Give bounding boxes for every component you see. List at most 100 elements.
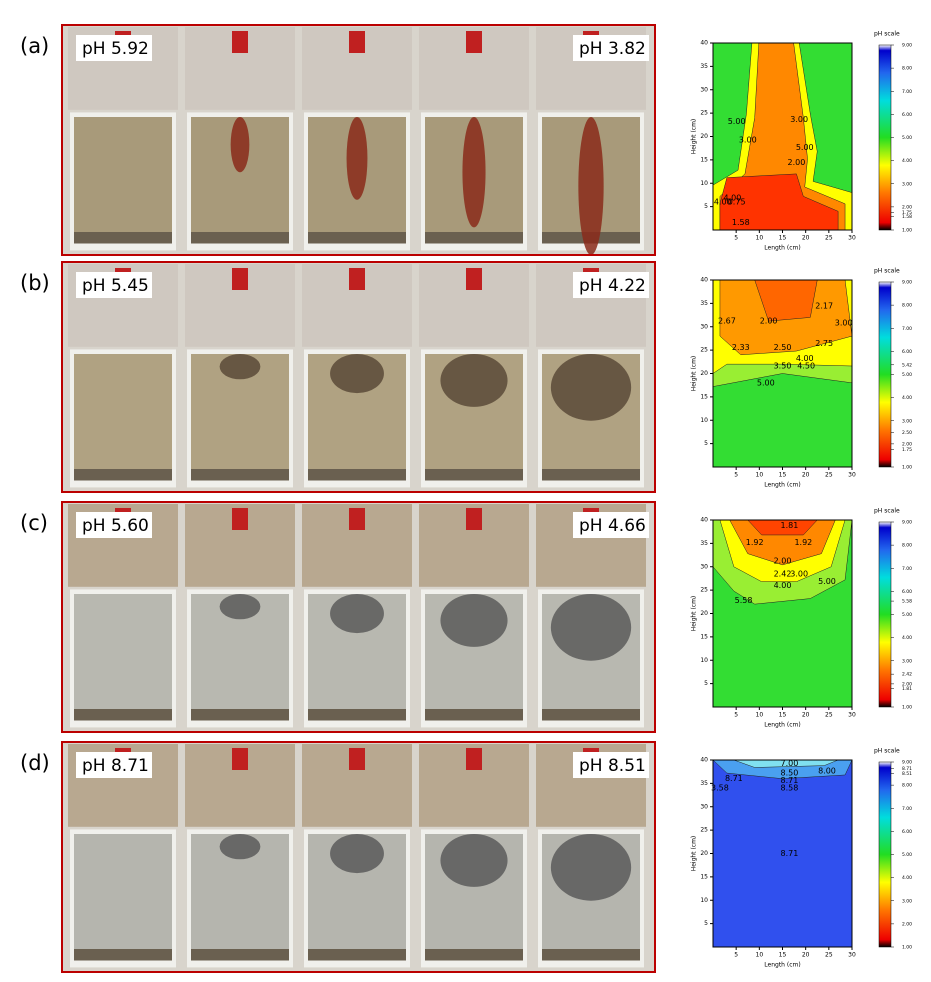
infiltration-stain xyxy=(578,117,604,255)
y-tick-label: 15 xyxy=(700,873,708,880)
contour-label: 2.42 xyxy=(774,570,792,579)
contour-label: 2.17 xyxy=(815,302,833,311)
y-tick-label: 5 xyxy=(704,203,708,210)
x-tick-label: 20 xyxy=(802,235,810,242)
photo-strip-border xyxy=(61,501,656,733)
colorbar-tick-label: 4.00 xyxy=(902,635,912,641)
funnel xyxy=(349,508,365,530)
ph-start-bg xyxy=(76,512,152,538)
contour-label: 5.00 xyxy=(728,117,746,126)
x-tick-label: 15 xyxy=(779,952,787,959)
gravel xyxy=(191,709,289,721)
colorbar-tick-label: 6.00 xyxy=(902,589,912,595)
y-tick-label: 10 xyxy=(700,657,708,664)
x-axis-label: Length (cm) xyxy=(764,962,800,969)
y-tick-label: 15 xyxy=(700,633,708,640)
contour-label: 2.00 xyxy=(760,317,778,326)
colorbar-tick-label: 5.00 xyxy=(902,372,912,378)
contour-label: 5.00 xyxy=(757,378,775,387)
colorbar-tick-label: 4.00 xyxy=(902,875,912,881)
y-tick-label: 10 xyxy=(700,897,708,904)
funnel xyxy=(349,268,365,290)
funnel xyxy=(466,748,482,770)
infiltration-stain xyxy=(330,594,384,634)
colorbar-tick-label: 9.00 xyxy=(902,280,912,286)
y-tick-label: 10 xyxy=(700,180,708,187)
gravel xyxy=(308,469,406,481)
contour-label: 3.00 xyxy=(790,115,808,124)
x-tick-label: 20 xyxy=(802,952,810,959)
contour-label: 3.00 xyxy=(739,136,757,145)
x-tick-label: 5 xyxy=(734,235,738,242)
colorbar-tick-label: 8.00 xyxy=(902,783,912,789)
funnel xyxy=(232,31,248,53)
contour-label: 8.00 xyxy=(818,767,836,776)
ph-start-bg xyxy=(76,272,152,298)
x-axis-label: Length (cm) xyxy=(764,722,800,729)
colorbar xyxy=(878,44,892,231)
y-tick-label: 15 xyxy=(700,393,708,400)
colorbar-tick-label: 1.58 xyxy=(902,214,912,220)
gravel xyxy=(74,949,172,961)
contour-label: 8.71 xyxy=(781,776,799,785)
colorbar-tick-label: 1.00 xyxy=(902,465,912,471)
colorbar-tick-label: 2.00 xyxy=(902,921,912,927)
colorbar-tick-label: 8.00 xyxy=(902,543,912,549)
y-axis-label: Height (cm) xyxy=(691,119,698,155)
ph-start-bg xyxy=(76,752,152,778)
infiltration-stain xyxy=(346,116,368,200)
funnel xyxy=(232,268,248,290)
colorbar-tick-label: 6.00 xyxy=(902,829,912,835)
colorbar-tick-label: 5.42 xyxy=(902,362,912,368)
ph-start-label: pH 5.45 xyxy=(82,276,149,296)
x-tick-label: 25 xyxy=(825,712,833,719)
contour-label: 1.81 xyxy=(781,521,799,530)
infiltration-stain xyxy=(219,834,261,860)
y-tick-label: 25 xyxy=(700,110,708,117)
contour-label: 0.75 xyxy=(728,197,746,206)
infiltration-stain xyxy=(219,594,261,620)
infiltration-stain xyxy=(550,834,632,901)
x-axis-label: Length (cm) xyxy=(764,482,800,489)
colorbar-tick-label: 2.00 xyxy=(902,681,912,687)
colorbar-tick-label: 1.00 xyxy=(902,705,912,711)
x-tick-label: 15 xyxy=(779,712,787,719)
colorbar-tick-label: 5.00 xyxy=(902,135,912,141)
infiltration-stain xyxy=(330,834,384,874)
colorbar-tick-label: 2.50 xyxy=(902,430,912,436)
y-tick-label: 5 xyxy=(704,440,708,447)
contour-label: 3.00 xyxy=(790,570,808,579)
infiltration-stain xyxy=(440,834,508,887)
y-axis-label: Height (cm) xyxy=(691,596,698,632)
colorbar-tick-label: 8.51 xyxy=(902,771,912,777)
contour-label: 3.00 xyxy=(835,319,853,328)
colorbar-tick-label: 8.00 xyxy=(902,303,912,309)
colorbar-tick-label: 7.00 xyxy=(902,566,912,572)
contour-label: 2.00 xyxy=(787,158,805,167)
y-tick-label: 5 xyxy=(704,920,708,927)
colorbar-tick-label: 2.00 xyxy=(902,441,912,447)
contour-label: 4.00 xyxy=(724,194,742,203)
funnel xyxy=(466,268,482,290)
contour-label: 8.71 xyxy=(781,849,799,858)
gravel xyxy=(191,469,289,481)
colorbar-tick-label: 8.00 xyxy=(902,66,912,72)
gravel xyxy=(74,709,172,721)
x-tick-label: 10 xyxy=(756,712,764,719)
contour-label: 8.58 xyxy=(781,784,799,793)
infiltration-stain xyxy=(330,354,384,394)
infiltration-stain xyxy=(550,594,632,661)
contour-label: 1.58 xyxy=(732,218,750,227)
contour-label: 2.50 xyxy=(774,343,792,352)
colorbar-tick-label: 1.75 xyxy=(902,447,912,453)
y-axis-label: Height (cm) xyxy=(691,836,698,872)
contour-label: 2.00 xyxy=(774,557,792,566)
colorbar-tick-label: 9.00 xyxy=(902,520,912,526)
contour-label: 3.50 xyxy=(774,362,792,371)
panel-label: (b) xyxy=(20,271,50,295)
gravel xyxy=(425,949,523,961)
x-tick-label: 10 xyxy=(756,472,764,479)
gravel xyxy=(308,709,406,721)
colorbar-tick-label: 1.00 xyxy=(902,945,912,951)
gravel xyxy=(74,232,172,244)
